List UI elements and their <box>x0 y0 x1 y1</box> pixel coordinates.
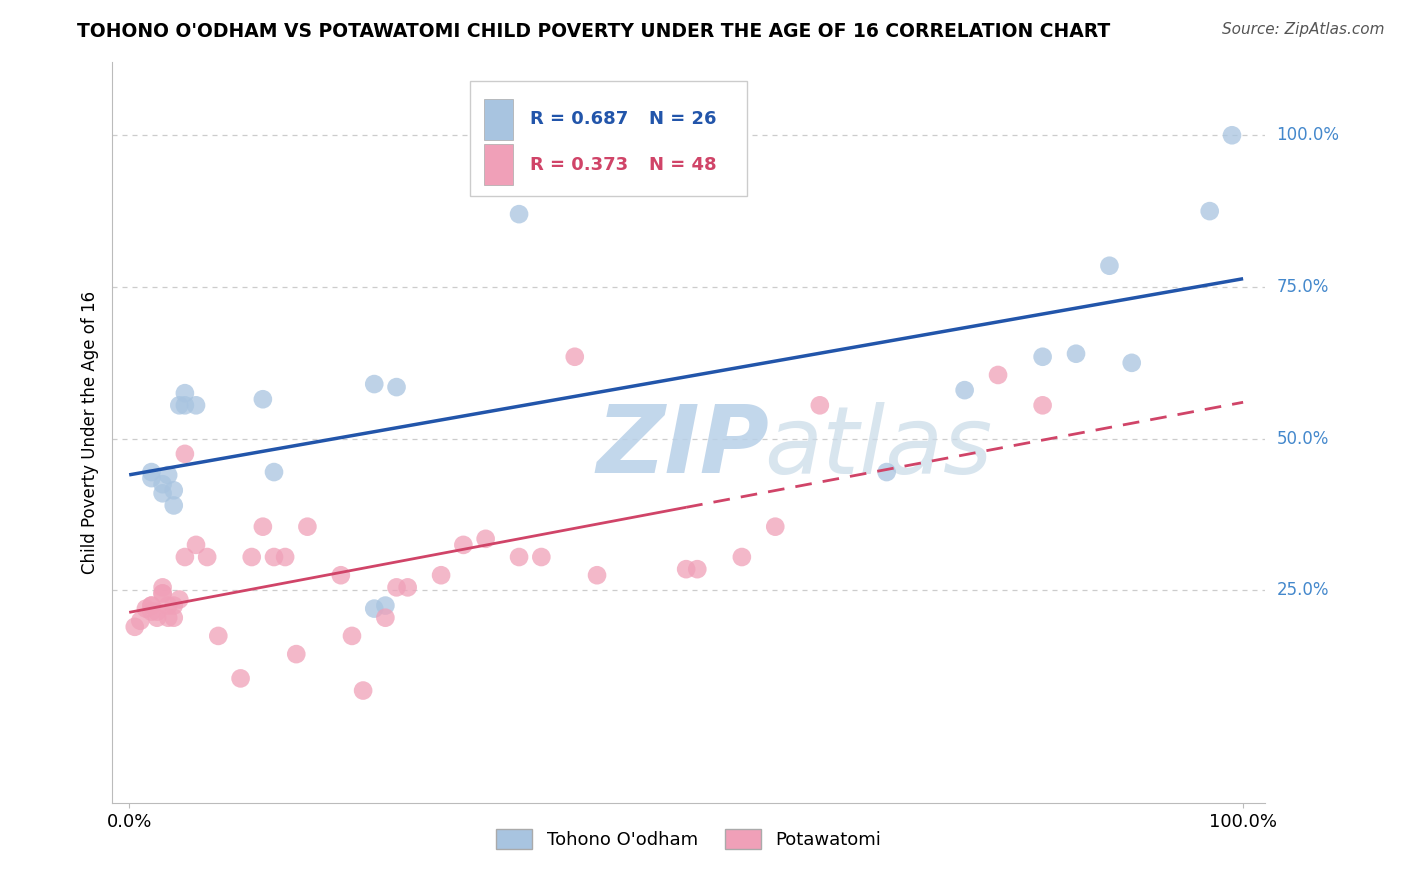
Point <box>141 599 163 613</box>
Point <box>173 398 195 412</box>
Point <box>173 549 195 564</box>
Point <box>157 599 180 613</box>
Point <box>152 586 174 600</box>
Point <box>1098 259 1121 273</box>
Point <box>430 568 453 582</box>
Point <box>152 486 174 500</box>
Point <box>530 549 553 564</box>
Point <box>808 398 831 412</box>
Point <box>1064 347 1087 361</box>
Point <box>141 465 163 479</box>
FancyBboxPatch shape <box>484 144 513 185</box>
Point <box>184 538 207 552</box>
Point <box>163 483 186 498</box>
Text: N = 48: N = 48 <box>648 155 716 174</box>
Point <box>135 601 157 615</box>
Text: 25.0%: 25.0% <box>1277 582 1329 599</box>
Point <box>173 386 195 401</box>
Point <box>129 614 152 628</box>
Point <box>363 601 385 615</box>
Point <box>184 398 207 412</box>
Point <box>141 471 163 485</box>
Point <box>474 532 496 546</box>
Point <box>152 477 174 491</box>
Point <box>163 499 186 513</box>
Point <box>385 380 408 394</box>
Text: atlas: atlas <box>763 402 993 493</box>
Point <box>274 549 297 564</box>
Point <box>297 519 319 533</box>
Point <box>876 465 898 479</box>
Point <box>157 611 180 625</box>
Point <box>1121 356 1143 370</box>
Point <box>207 629 229 643</box>
Text: R = 0.373: R = 0.373 <box>530 155 628 174</box>
Point <box>953 383 976 397</box>
Point <box>141 599 163 613</box>
Point <box>1198 204 1220 219</box>
Point <box>157 468 180 483</box>
Text: N = 26: N = 26 <box>648 111 716 128</box>
Point <box>252 519 274 533</box>
Point <box>396 580 419 594</box>
Point <box>508 207 530 221</box>
Point <box>329 568 352 582</box>
Point <box>508 549 530 564</box>
Point <box>195 549 218 564</box>
Point <box>263 549 285 564</box>
Text: ZIP: ZIP <box>596 401 769 493</box>
Point <box>385 580 408 594</box>
Point <box>229 672 252 686</box>
Point <box>252 392 274 407</box>
Point <box>163 611 186 625</box>
Point <box>564 350 586 364</box>
Point <box>1032 350 1054 364</box>
Text: 50.0%: 50.0% <box>1277 430 1329 448</box>
Point <box>363 377 385 392</box>
Y-axis label: Child Poverty Under the Age of 16: Child Poverty Under the Age of 16 <box>80 291 98 574</box>
FancyBboxPatch shape <box>484 99 513 140</box>
Point <box>686 562 709 576</box>
Point <box>352 683 374 698</box>
Text: R = 0.687: R = 0.687 <box>530 111 628 128</box>
Point <box>173 447 195 461</box>
Point <box>675 562 697 576</box>
Point <box>169 592 191 607</box>
Text: 75.0%: 75.0% <box>1277 278 1329 296</box>
Point <box>163 599 186 613</box>
Point <box>340 629 363 643</box>
FancyBboxPatch shape <box>470 81 747 195</box>
Point <box>586 568 609 582</box>
Point <box>152 580 174 594</box>
Point <box>1220 128 1243 143</box>
Point <box>152 586 174 600</box>
Point <box>987 368 1010 382</box>
Point <box>146 611 169 625</box>
Point <box>763 519 786 533</box>
Legend: Tohono O'odham, Potawatomi: Tohono O'odham, Potawatomi <box>489 822 889 856</box>
Point <box>141 605 163 619</box>
Point <box>374 611 396 625</box>
Point <box>374 599 396 613</box>
Text: 100.0%: 100.0% <box>1277 127 1340 145</box>
Point <box>263 465 285 479</box>
Text: Source: ZipAtlas.com: Source: ZipAtlas.com <box>1222 22 1385 37</box>
Point <box>731 549 754 564</box>
Point <box>453 538 475 552</box>
Point <box>240 549 263 564</box>
Point <box>124 620 146 634</box>
Text: TOHONO O'ODHAM VS POTAWATOMI CHILD POVERTY UNDER THE AGE OF 16 CORRELATION CHART: TOHONO O'ODHAM VS POTAWATOMI CHILD POVER… <box>77 22 1111 41</box>
Point <box>169 398 191 412</box>
Point <box>1032 398 1054 412</box>
Point <box>146 605 169 619</box>
Point <box>285 647 308 661</box>
